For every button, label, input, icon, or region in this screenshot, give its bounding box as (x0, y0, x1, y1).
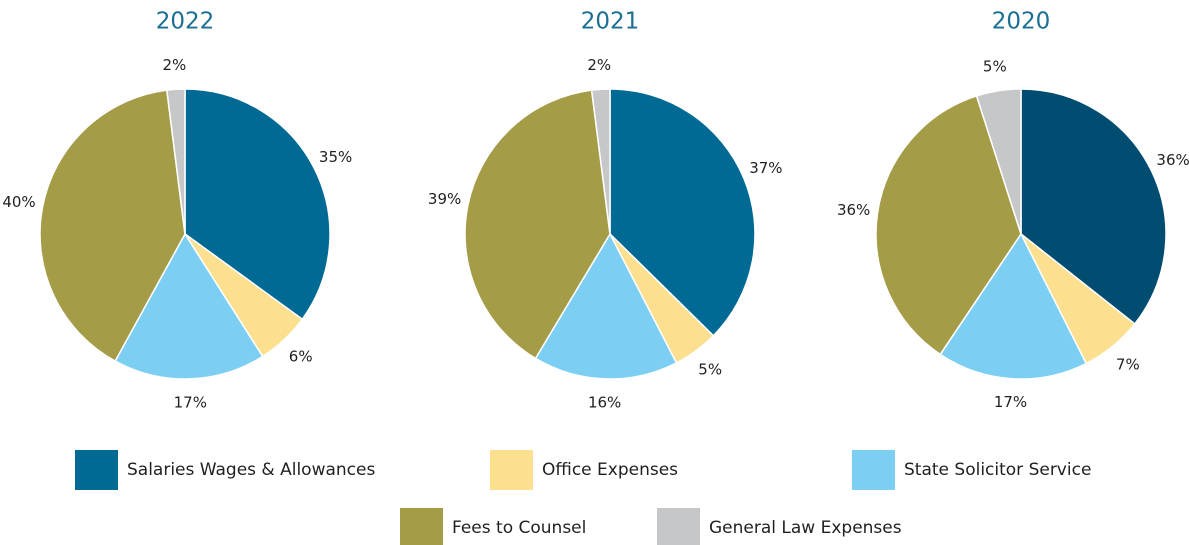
chart-title: 2021 (581, 9, 640, 35)
data-label: 6% (289, 348, 313, 366)
chart-title: 2020 (992, 9, 1051, 35)
data-label: 2% (162, 56, 186, 74)
pie-slice (114, 232, 264, 380)
data-label: 5% (983, 58, 1007, 76)
data-label: 7% (1116, 355, 1140, 373)
pie-slice (939, 232, 1088, 380)
data-label: 17% (994, 393, 1027, 411)
data-label: 36% (837, 201, 870, 219)
legend-swatch (657, 508, 700, 545)
pie-slice (975, 88, 1022, 235)
legend-label: Fees to Counsel (452, 518, 586, 538)
legend-label: Office Expenses (542, 460, 678, 480)
pie-slice (184, 88, 331, 321)
pie-slice (39, 89, 186, 363)
data-label: 35% (319, 148, 352, 166)
pie-slice (165, 88, 186, 235)
pie-slice (875, 95, 1022, 356)
chart-title: 2022 (156, 9, 215, 35)
legend-swatch (400, 508, 443, 545)
data-label: 36% (1156, 151, 1189, 169)
data-label: 40% (2, 193, 35, 211)
data-label: 39% (428, 190, 461, 208)
data-label: 5% (698, 361, 722, 379)
data-label: 2% (587, 56, 611, 74)
legend-swatch (852, 450, 895, 490)
data-label: 37% (749, 159, 782, 177)
legend-label: Salaries Wages & Allowances (127, 460, 375, 480)
legend-swatch (75, 450, 118, 490)
pie-slice (590, 88, 611, 235)
pie-slice (609, 88, 756, 337)
legend-swatch (490, 450, 533, 490)
legend-label: State Solicitor Service (904, 460, 1091, 480)
data-label: 16% (588, 393, 621, 411)
legend-label: General Law Expenses (709, 518, 902, 538)
data-label: 17% (174, 393, 207, 411)
pie-slice (534, 232, 678, 380)
pie-slice (1020, 88, 1167, 325)
pie-slice (464, 89, 611, 360)
